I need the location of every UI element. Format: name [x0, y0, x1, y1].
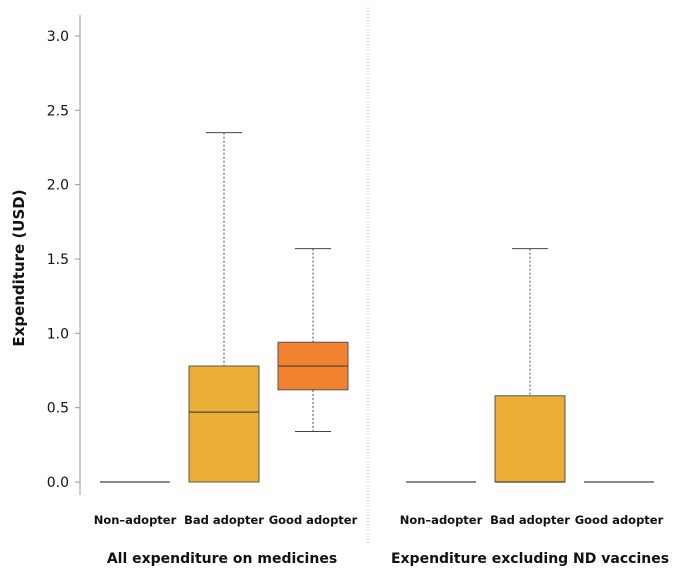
boxes	[100, 132, 654, 483]
y-tick-label: 2.0	[47, 178, 69, 194]
labels: Non–adopter Bad adopter Good adopter All ex…	[94, 513, 669, 567]
category-label: Bad adopter	[490, 513, 570, 527]
y-axis-label: Expenditure (USD)	[10, 189, 28, 346]
category-label: Good adopter	[269, 513, 358, 527]
box-bad-adopter	[494, 248, 566, 483]
box-bad-adopter	[188, 132, 260, 483]
box-iqr	[494, 395, 566, 483]
category-label: Non–adopter	[94, 513, 177, 527]
y-tick-label: 1.5	[47, 252, 69, 268]
panel-label: All expenditure on medicines	[107, 551, 337, 567]
box-good-adopter	[277, 248, 349, 432]
box-iqr	[188, 365, 260, 483]
y-tick-label: 3.0	[47, 29, 69, 45]
y-tick-label: 0.5	[47, 401, 69, 417]
y-tick-label: 0.0	[47, 475, 69, 491]
y-tick-label: 2.5	[47, 103, 69, 119]
y-axis: 0.0 0.5 1.0 1.5 2.0 2.5 3.0	[47, 15, 81, 495]
category-label: Bad adopter	[184, 513, 264, 527]
y-tick-label: 1.0	[47, 326, 69, 342]
category-label: Non–adopter	[400, 513, 483, 527]
category-label: Good adopter	[575, 513, 664, 527]
panel-label: Expenditure excluding ND vaccines	[391, 551, 669, 567]
